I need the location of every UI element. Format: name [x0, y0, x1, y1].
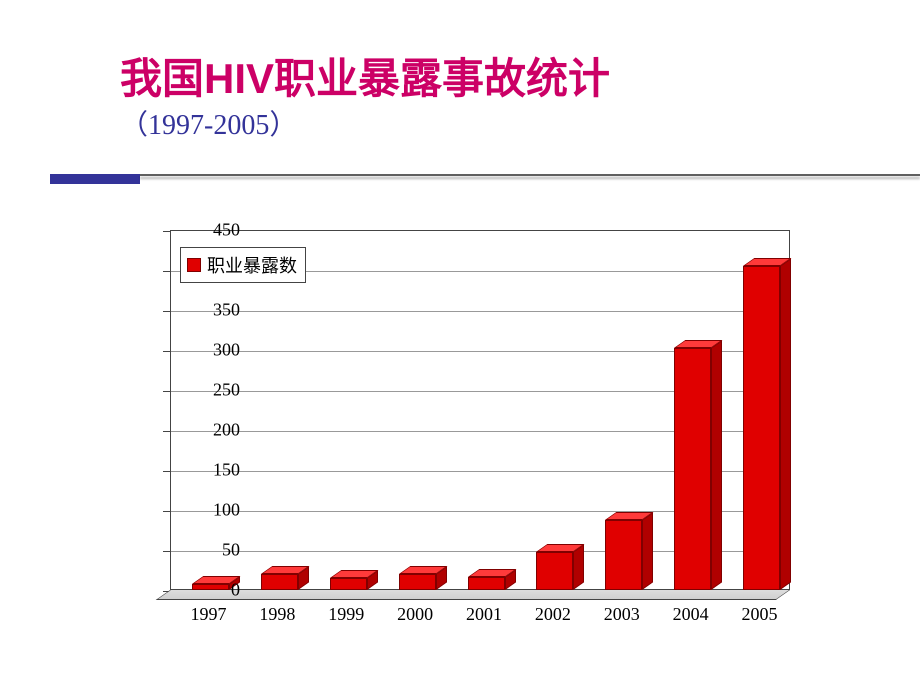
- y-axis-label: 350: [190, 300, 240, 321]
- bar-front: [743, 266, 780, 590]
- bar: [330, 578, 367, 590]
- y-axis-label: 300: [190, 340, 240, 361]
- divider-accent: [50, 174, 140, 184]
- bar: [261, 574, 298, 590]
- bar: [536, 552, 573, 590]
- title-block: 我国HIV职业暴露事故统计 （1997-2005）: [120, 55, 610, 143]
- y-axis-label: 100: [190, 500, 240, 521]
- x-axis-label: 2001: [453, 604, 515, 625]
- y-axis-label: 50: [190, 540, 240, 561]
- bar-front: [468, 577, 505, 590]
- x-axis-label: 2002: [522, 604, 584, 625]
- bar: [605, 520, 642, 590]
- bar-front: [330, 578, 367, 590]
- y-axis-label: 250: [190, 380, 240, 401]
- bar-front: [261, 574, 298, 590]
- title-divider: [0, 174, 920, 184]
- x-axis-label: 2000: [384, 604, 446, 625]
- legend: 职业暴露数: [180, 247, 306, 283]
- bar-side: [573, 544, 584, 590]
- bar: [674, 348, 711, 590]
- divider-line: [140, 174, 920, 176]
- bar: [743, 266, 780, 590]
- y-axis-label: 200: [190, 420, 240, 441]
- x-axis-label: 2004: [660, 604, 722, 625]
- subtitle: （1997-2005）: [120, 103, 610, 143]
- bar-front: [605, 520, 642, 590]
- bar: [468, 577, 505, 590]
- main-title: 我国HIV职业暴露事故统计: [120, 55, 610, 103]
- bar-chart: 050100150200250300350400450 199719981999…: [110, 220, 810, 640]
- x-axis-label: 2003: [591, 604, 653, 625]
- x-axis-label: 2005: [729, 604, 791, 625]
- bar: [399, 574, 436, 590]
- bar-front: [536, 552, 573, 590]
- bars-container: [170, 230, 790, 590]
- bar-side: [780, 258, 791, 590]
- bar-front: [399, 574, 436, 590]
- y-axis-label: 0: [190, 580, 240, 601]
- legend-marker: [187, 258, 201, 272]
- legend-label: 职业暴露数: [207, 252, 297, 278]
- y-axis-label: 450: [190, 220, 240, 241]
- x-axis-label: 1999: [315, 604, 377, 625]
- bar-side: [642, 513, 653, 590]
- x-axis-label: 1998: [246, 604, 308, 625]
- chart-floor: [156, 590, 790, 600]
- bar-front: [674, 348, 711, 590]
- x-axis-label: 1997: [177, 604, 239, 625]
- y-axis-label: 150: [190, 460, 240, 481]
- bar-side: [711, 341, 722, 590]
